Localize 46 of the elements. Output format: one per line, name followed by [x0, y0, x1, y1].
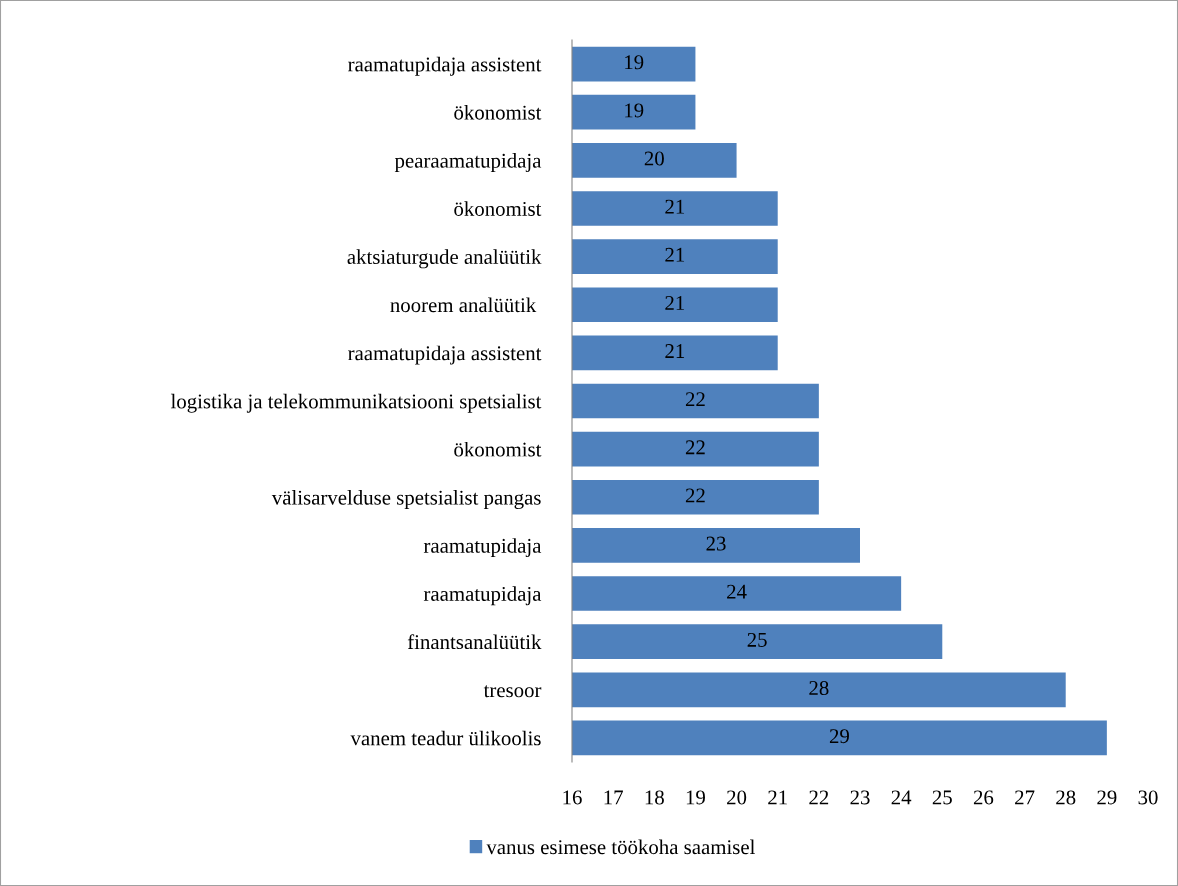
y-tick-label: ökonomist	[454, 441, 542, 457]
x-tick-label: 28	[1056, 790, 1076, 805]
y-tick-label: pearaamatupidaja	[394, 153, 542, 172]
data-label: 22	[685, 488, 705, 503]
y-tick-label: noorem analüütik	[390, 297, 537, 313]
data-label: 29	[829, 729, 849, 744]
data-label: 23	[706, 536, 726, 551]
data-label: 28	[809, 680, 829, 696]
x-tick-label: 16	[563, 790, 582, 805]
data-label: 21	[665, 247, 685, 262]
y-tick-label: ökonomist	[454, 201, 542, 216]
x-tick-label: 22	[809, 790, 829, 805]
x-tick-label: 21	[768, 790, 787, 805]
x-tick-label: 24	[891, 790, 912, 805]
data-label: 21	[665, 199, 685, 214]
data-label: 19	[625, 55, 644, 70]
data-label: 21	[665, 295, 685, 310]
data-label: 20	[644, 151, 664, 166]
x-tick-label: 29	[1097, 790, 1117, 805]
x-tick-label: 27	[1015, 790, 1035, 805]
legend-label: vanus esimese töökoha saamisel	[486, 839, 755, 855]
x-tick-label: 18	[645, 790, 664, 805]
x-tick-label: 25	[932, 790, 952, 805]
x-tick-label: 20	[727, 790, 747, 805]
y-tick-label: logistika ja telekommunikatsiooni spetsialist	[170, 393, 542, 413]
data-label: 21	[665, 344, 685, 358]
x-tick-label: 26	[973, 790, 994, 805]
y-tick-label: vanem teadur ülikoolis	[350, 730, 541, 746]
y-tick-label: raamatupidaja assistent	[348, 345, 542, 365]
data-label: 22	[685, 392, 705, 407]
x-tick-label: 17	[604, 790, 623, 805]
y-tick-label: raamatupidaja assistent	[348, 56, 542, 76]
y-tick-label: finantsanalüütik	[407, 634, 542, 650]
y-tick-label: raamatupidaja	[423, 586, 542, 606]
y-tick-label: aktsiaturgude analüütik	[347, 249, 542, 269]
data-label: 22	[685, 440, 705, 455]
x-tick-label: 30	[1138, 790, 1158, 805]
x-tick-label: 23	[850, 790, 870, 805]
data-label: 19	[625, 103, 644, 118]
data-label: 24	[727, 584, 747, 599]
y-tick-label: ökonomist	[454, 104, 542, 120]
y-tick-label: raamatupidaja	[423, 538, 542, 558]
y-tick-label: välisarvelduse spetsialist pangas	[271, 490, 541, 509]
y-tick-label: tresoor	[483, 685, 542, 698]
x-tick-label: 19	[686, 790, 705, 805]
data-label: 25	[747, 632, 767, 647]
